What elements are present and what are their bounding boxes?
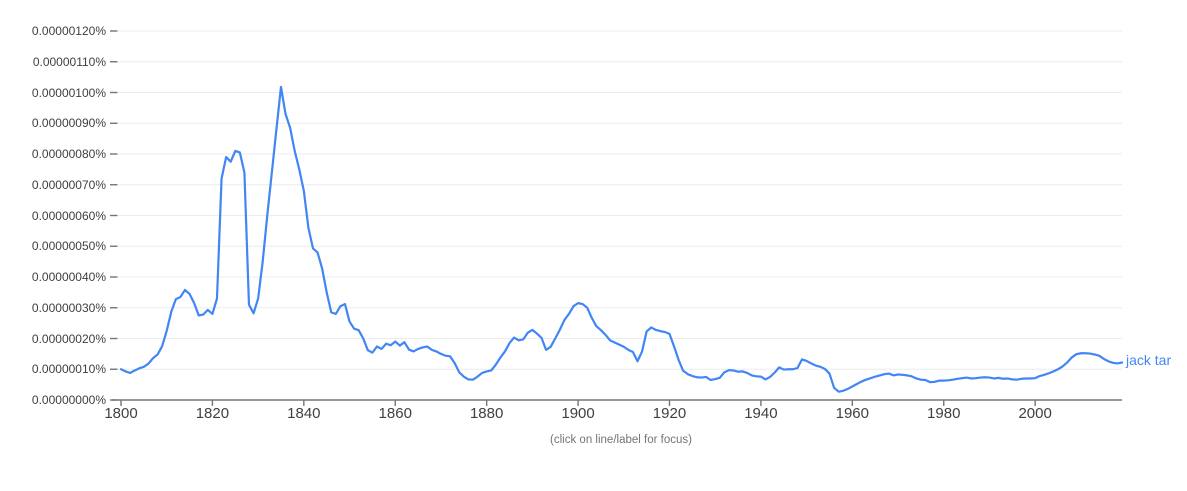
x-tick-label: 2000 xyxy=(1018,405,1052,422)
y-tick-label: 0.00000010% xyxy=(31,362,106,377)
x-tick-label: 1920 xyxy=(652,405,687,422)
y-tick-label: 0.00000090% xyxy=(31,116,106,131)
y-tick-label: 0.00000000% xyxy=(31,393,106,407)
y-tick-label: 0.00000040% xyxy=(31,270,106,284)
x-tick-label: 1860 xyxy=(378,405,412,422)
y-tick-label: 0.00000110% xyxy=(32,54,106,69)
x-tick-label: 1880 xyxy=(469,405,504,422)
x-tick-label: 1980 xyxy=(927,405,961,422)
y-tick-label: 0.00000070% xyxy=(31,177,106,192)
y-tick-label: 0.00000120% xyxy=(31,24,106,38)
series-label-jack-tar[interactable]: jack tar xyxy=(1126,352,1172,368)
focus-hint-text: (click on line/label for focus) xyxy=(550,434,692,446)
y-tick-label: 0.00000060% xyxy=(31,208,106,223)
y-tick-label: 0.00000030% xyxy=(31,300,106,315)
x-tick-label: 1940 xyxy=(744,405,778,422)
y-tick-label: 0.00000050% xyxy=(31,239,106,254)
y-tick-label: 0.00000020% xyxy=(31,331,106,346)
x-tick-label: 1900 xyxy=(561,405,595,422)
series-line-jack-tar[interactable] xyxy=(119,85,1124,393)
x-tick-label: 1820 xyxy=(195,405,230,422)
x-tick-label: 1800 xyxy=(104,405,138,422)
y-tick-label: 0.00000100% xyxy=(31,85,106,100)
x-tick-label: 1960 xyxy=(835,405,869,422)
y-tick-label: 0.00000080% xyxy=(31,147,106,161)
x-tick-label: 1840 xyxy=(287,405,321,422)
